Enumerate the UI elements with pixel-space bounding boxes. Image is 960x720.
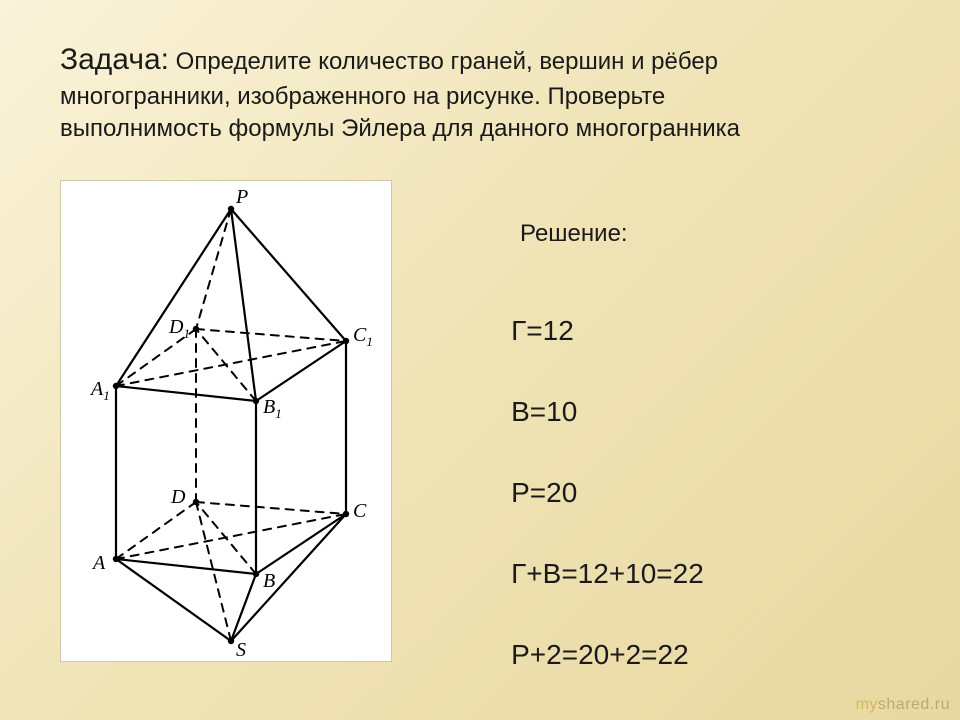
polyhedron-svg: P A1 B1 C1 D1 A B C D S xyxy=(61,181,391,661)
solution-line: Р+2=20+2=22 xyxy=(511,639,689,670)
edges-solid xyxy=(116,209,346,641)
problem-line1: Определите количество граней, вершин и р… xyxy=(176,48,718,75)
svg-text:P: P xyxy=(235,186,248,208)
vertices xyxy=(113,206,349,644)
solution-body: Г=12 В=10 Р=20 Г+В=12+10=22 Р+2=20+2=22 xyxy=(480,270,704,717)
svg-text:B1: B1 xyxy=(263,396,282,421)
vertex-labels: P A1 B1 C1 D1 A B C D S xyxy=(89,186,373,661)
solution-line: Г+В=12+10=22 xyxy=(511,558,704,589)
watermark: myshared.ru xyxy=(856,696,950,714)
svg-text:D: D xyxy=(170,486,186,508)
svg-text:D1: D1 xyxy=(168,316,190,341)
problem-line3: выполнимость формулы Эйлера для данного … xyxy=(60,115,740,142)
svg-text:S: S xyxy=(236,639,246,661)
problem-line2: многогранники, изображенного на рисунке.… xyxy=(60,83,665,110)
watermark-shared: shared xyxy=(878,696,930,713)
watermark-ru: .ru xyxy=(930,696,950,713)
svg-text:A: A xyxy=(91,552,106,574)
svg-text:B: B xyxy=(263,570,275,592)
slide: Задача: Определите количество граней, ве… xyxy=(0,0,960,720)
svg-text:A1: A1 xyxy=(89,378,110,403)
svg-text:C: C xyxy=(353,500,367,522)
watermark-my: my xyxy=(856,696,878,713)
problem-statement: Задача: Определите количество граней, ве… xyxy=(60,40,880,145)
solution-line: В=10 xyxy=(511,396,577,427)
solution-label: Решение: xyxy=(520,220,628,248)
solution-line: Р=20 xyxy=(511,477,577,508)
solution-line: Г=12 xyxy=(511,315,574,346)
edges-dashed xyxy=(116,209,346,641)
figure-polyhedron: P A1 B1 C1 D1 A B C D S xyxy=(60,180,392,662)
problem-lead: Задача: xyxy=(60,43,169,76)
svg-text:C1: C1 xyxy=(353,324,373,349)
